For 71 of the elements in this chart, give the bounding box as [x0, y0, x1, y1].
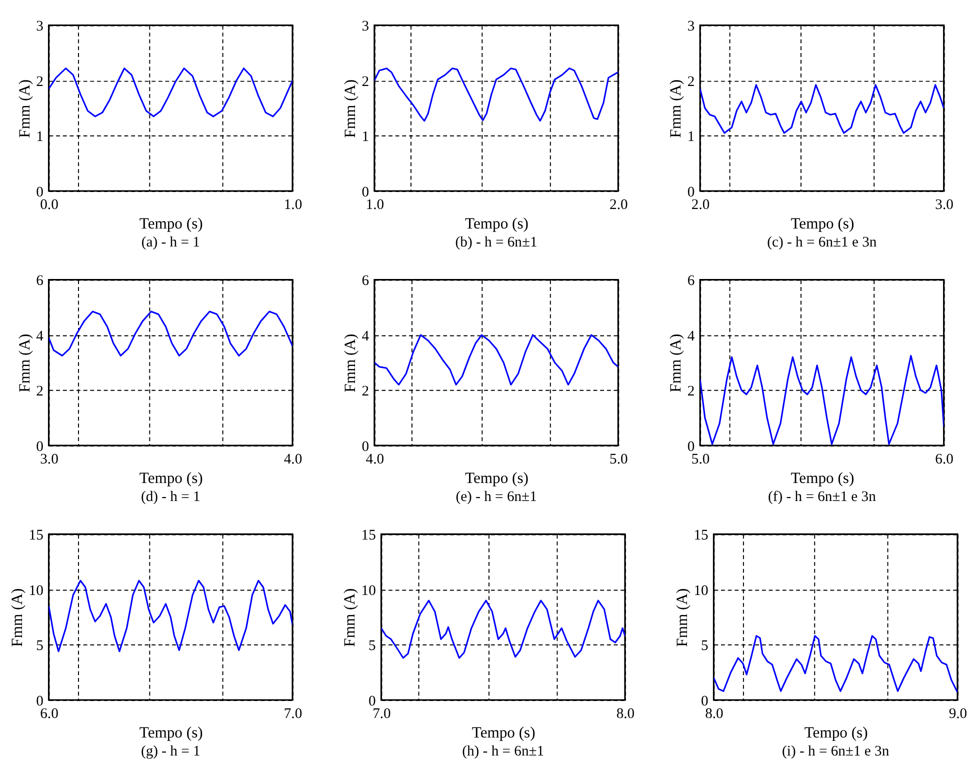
y-tick-label: 2 [687, 384, 695, 400]
x-tick-label: 4.0 [284, 452, 302, 468]
line-series [381, 600, 625, 659]
x-axis-title: Tempo (s) [465, 216, 528, 233]
y-tick-label: 5 [368, 638, 376, 654]
x-axis-title: Tempo (s) [139, 724, 203, 742]
text: (b) - h = 6n±1 [455, 234, 538, 251]
y-axis-title: Fmm (A) [342, 79, 359, 138]
x-axis-title: Tempo (s) [790, 216, 854, 233]
y-axis-title: Fmm (A) [668, 79, 685, 138]
y-tick-label: 3 [36, 18, 44, 35]
text: (a) - h = 1 [141, 234, 200, 251]
y-axis-title: Fmm (A) [674, 588, 691, 647]
y-tick-label: 3 [362, 18, 370, 35]
x-tick-label: 2.0 [610, 197, 628, 214]
line-series [374, 334, 618, 386]
y-tick-label: 5 [36, 638, 44, 654]
y-axis-title: Fmm (A) [8, 588, 26, 647]
y-tick-label: 5 [701, 638, 708, 654]
line-series [48, 310, 293, 356]
y-tick-label: 2 [36, 74, 44, 90]
y-tick-label: 2 [362, 384, 370, 400]
y-axis-title: Fmm (A) [341, 588, 358, 647]
x-axis-title: Tempo (s) [465, 470, 528, 488]
y-tick-label: 1 [687, 129, 695, 146]
line-series [700, 84, 944, 134]
y-tick-label: 10 [694, 582, 708, 599]
x-tick-label: 7.0 [284, 706, 302, 722]
y-tick-label: 10 [28, 582, 44, 599]
x-tick-label: 8.0 [616, 706, 635, 722]
y-tick-label: 6 [36, 273, 44, 290]
line-series [48, 580, 293, 652]
y-axis-title: Fmm (A) [16, 79, 34, 138]
y-axis-title: Fmm (A) [668, 334, 685, 392]
x-tick-label: 3.0 [935, 197, 954, 214]
y-tick-label: 15 [694, 528, 708, 544]
y-tick-label: 10 [361, 582, 376, 599]
line-series [374, 68, 618, 122]
y-axis-title: Fmm (A) [16, 334, 34, 392]
y-tick-label: 4 [362, 328, 370, 344]
y-tick-label: 2 [362, 74, 370, 90]
y-tick-label: 6 [362, 273, 370, 290]
y-tick-label: 2 [36, 384, 44, 400]
x-tick-label: 1.0 [284, 197, 302, 214]
x-axis-title: Tempo (s) [139, 216, 203, 233]
y-axis-title: Fmm (A) [342, 334, 359, 392]
line-series [714, 635, 958, 694]
y-tick-label: 2 [687, 74, 695, 90]
x-axis-title: Tempo (s) [790, 470, 854, 488]
y-tick-label: 15 [361, 528, 376, 544]
x-axis-title: Tempo (s) [139, 470, 203, 488]
text: (c) - h = 6n±1 e 3n [767, 234, 878, 251]
x-tick-label: 9.0 [948, 706, 968, 722]
x-axis-title: Tempo (s) [472, 724, 536, 742]
x-tick-label: 5.0 [610, 452, 628, 468]
y-tick-label: 6 [687, 273, 695, 290]
y-tick-label: 4 [687, 328, 696, 344]
y-tick-label: 1 [362, 129, 370, 146]
text: (d) - h = 1 [140, 489, 200, 506]
y-tick-label: 4 [36, 328, 44, 344]
y-tick-label: 1 [36, 129, 44, 146]
text: (e) - h = 6n±1 [456, 489, 537, 506]
text: (i) - h = 6n±1 e 3n [782, 744, 890, 760]
y-tick-label: 15 [28, 528, 44, 544]
text: (h) - h = 6n±1 [462, 744, 544, 760]
text: (g) - h = 1 [140, 744, 200, 760]
x-axis-title: Tempo (s) [804, 724, 868, 742]
x-tick-label: 6.0 [935, 452, 954, 468]
line-series [48, 68, 293, 118]
y-tick-label: 3 [687, 18, 695, 35]
text: (f) - h = 6n±1 e 3n [768, 489, 877, 506]
